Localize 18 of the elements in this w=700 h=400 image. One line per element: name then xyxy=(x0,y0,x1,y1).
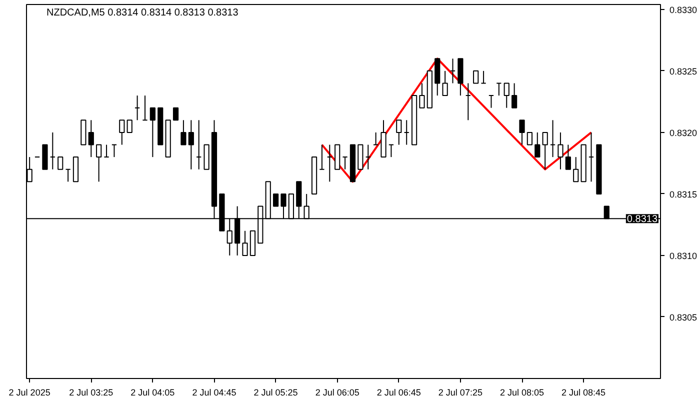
x-tick-label: 2 Jul 06:05 xyxy=(315,388,360,398)
x-tick-label: 2 Jul 2025 xyxy=(8,388,50,398)
x-tick-label: 2 Jul 08:05 xyxy=(500,388,544,398)
y-tick-label: 0.8325 xyxy=(670,66,698,76)
x-tick-label: 2 Jul 04:45 xyxy=(192,388,236,398)
y-tick-label: 0.8330 xyxy=(670,4,698,15)
y-tick-label: 0.8305 xyxy=(670,312,698,322)
x-tick-label: 2 Jul 08:45 xyxy=(562,388,606,398)
y-tick-label: 0.8315 xyxy=(670,189,698,200)
x-tick-label: 2 Jul 06:45 xyxy=(376,388,421,398)
x-tick-label: 2 Jul 04:05 xyxy=(130,388,175,398)
x-tick-label: 2 Jul 05:25 xyxy=(254,388,298,398)
y-tick-label: 0.8310 xyxy=(670,250,698,261)
chart-title: NZDCAD,M5 0.8314 0.8314 0.8313 0.8313 xyxy=(46,8,239,18)
ref-line-label: 0.8313 xyxy=(626,214,658,226)
x-tick-label: 2 Jul 07:25 xyxy=(438,388,482,398)
x-tick-label: 2 Jul 03:25 xyxy=(69,388,114,398)
y-tick-label: 0.8320 xyxy=(670,128,698,138)
